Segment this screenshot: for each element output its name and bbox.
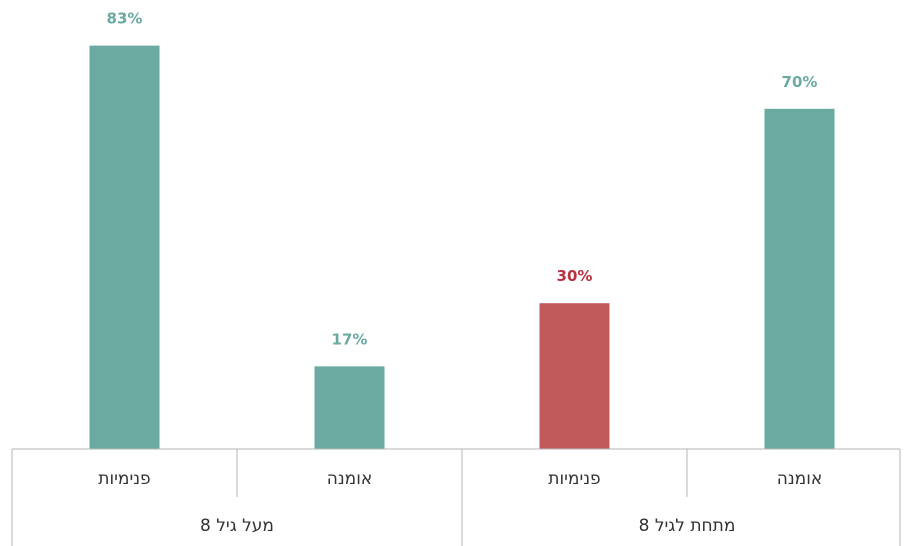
category-label-3: פנימיות [98, 469, 150, 489]
data-label-2: 17% [332, 330, 368, 348]
group-label-0: מתחת לגיל 8 [639, 516, 736, 536]
axis-layer [11, 448, 901, 546]
data-label-3: 83% [107, 10, 143, 28]
bar-0 [764, 108, 835, 450]
group-label-1: מעל גיל 8 [200, 516, 274, 536]
bar-3 [89, 45, 160, 450]
category-label-0: אומנה [777, 469, 822, 489]
bar-1 [539, 303, 610, 449]
category-label-2: אומנה [327, 469, 372, 489]
group-labels-layer: מתחת לגיל 8 מעל גיל 8 [200, 516, 735, 536]
bar-2 [314, 366, 385, 449]
data-label-0: 70% [782, 73, 818, 91]
category-label-1: פנימיות [548, 469, 600, 489]
value-labels-layer: 70% 30% 17% 83% [107, 10, 818, 349]
bars-layer [89, 45, 835, 450]
category-labels-layer: אומנה פנימיות אומנה פנימיות [98, 469, 822, 489]
data-label-1: 30% [557, 267, 593, 285]
